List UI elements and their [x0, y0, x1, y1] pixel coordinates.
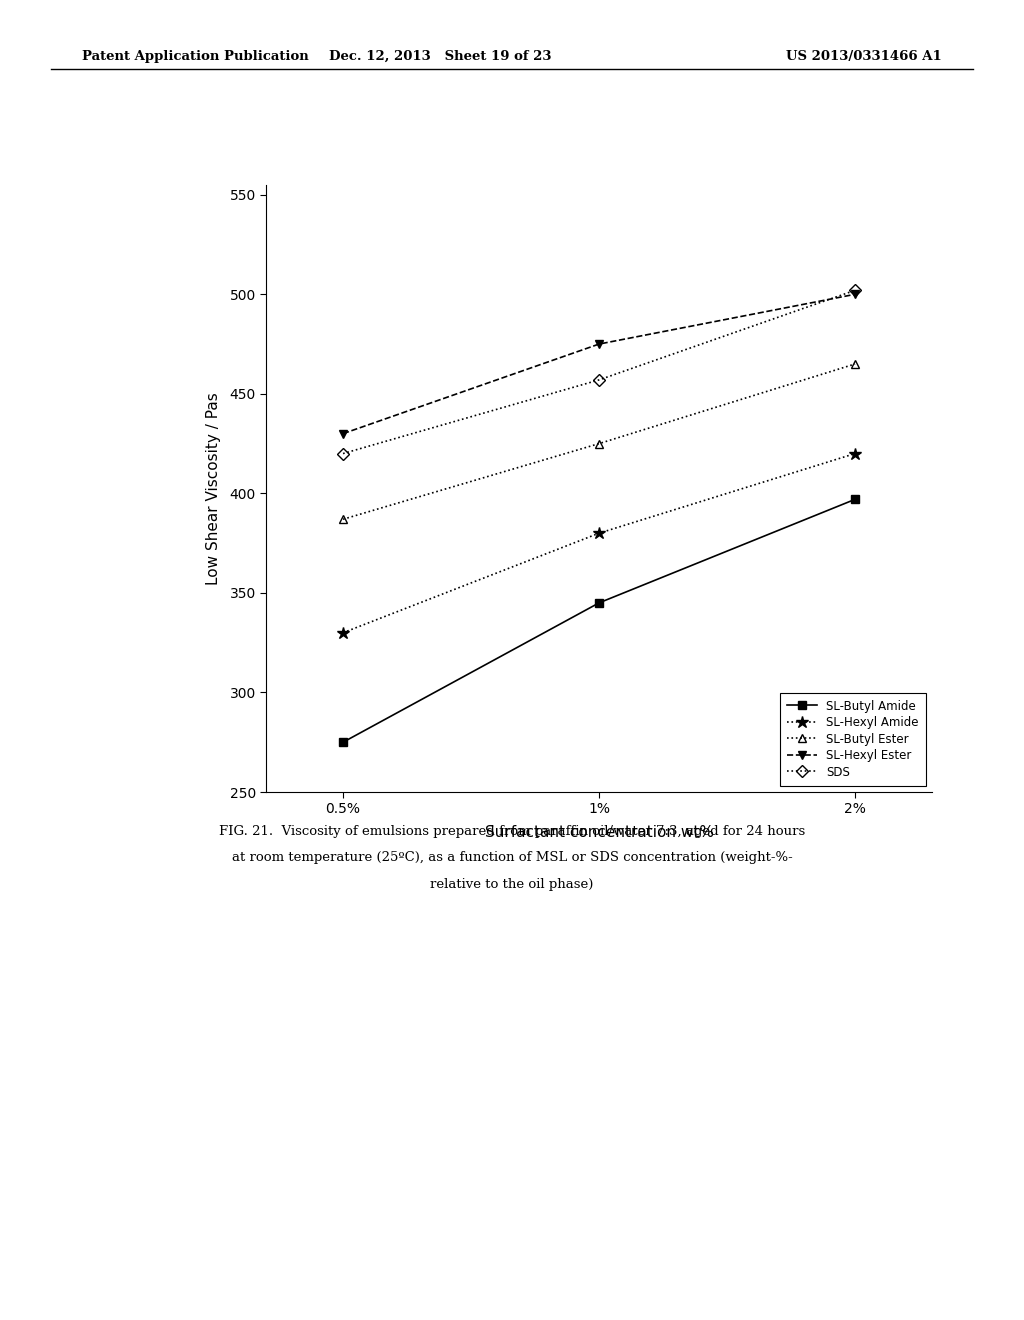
Text: Dec. 12, 2013   Sheet 19 of 23: Dec. 12, 2013 Sheet 19 of 23: [329, 50, 552, 63]
SDS: [593, 372, 605, 388]
Text: at room temperature (25ºC), as a function of MSL or SDS concentration (weight-%-: at room temperature (25ºC), as a functio…: [231, 851, 793, 865]
Line: SL-Butyl Ester: SL-Butyl Ester: [339, 360, 859, 524]
SL-Hexyl Ester: [337, 426, 349, 442]
X-axis label: Surfactant concentration wt%: Surfactant concentration wt%: [484, 825, 714, 840]
Line: SL-Butyl Amide: SL-Butyl Amide: [339, 495, 859, 746]
Text: FIG. 21.  Viscosity of emulsions prepared from paraffin oil/water 7:3, aged for : FIG. 21. Viscosity of emulsions prepared…: [219, 825, 805, 838]
SL-Butyl Ester: [337, 511, 349, 527]
SL-Butyl Amide: [849, 491, 861, 507]
Line: SDS: SDS: [339, 286, 859, 458]
SL-Hexyl Amide: [849, 446, 861, 462]
SL-Butyl Amide: [337, 734, 349, 750]
Text: relative to the oil phase): relative to the oil phase): [430, 878, 594, 891]
SDS: [849, 282, 861, 298]
Text: US 2013/0331466 A1: US 2013/0331466 A1: [786, 50, 942, 63]
Line: SL-Hexyl Ester: SL-Hexyl Ester: [339, 290, 859, 438]
SL-Butyl Ester: [593, 436, 605, 451]
SL-Hexyl Amide: [337, 624, 349, 640]
SL-Butyl Amide: [593, 595, 605, 611]
SL-Hexyl Ester: [593, 337, 605, 352]
SDS: [337, 446, 349, 462]
Line: SL-Hexyl Amide: SL-Hexyl Amide: [337, 447, 861, 639]
SL-Hexyl Ester: [849, 286, 861, 302]
SL-Hexyl Amide: [593, 525, 605, 541]
Text: Patent Application Publication: Patent Application Publication: [82, 50, 308, 63]
SL-Butyl Ester: [849, 356, 861, 372]
Legend: SL-Butyl Amide, SL-Hexyl Amide, SL-Butyl Ester, SL-Hexyl Ester, SDS: SL-Butyl Amide, SL-Hexyl Amide, SL-Butyl…: [780, 693, 926, 787]
Y-axis label: Low Shear Viscosity / Pas: Low Shear Viscosity / Pas: [206, 392, 221, 585]
